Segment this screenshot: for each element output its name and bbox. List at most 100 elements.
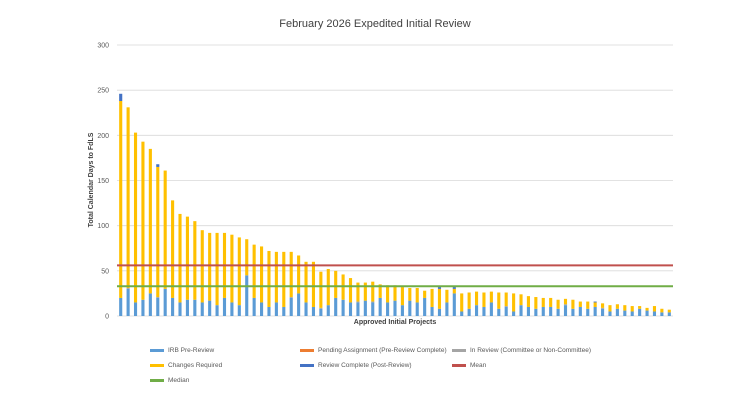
bar-segment: [512, 293, 516, 312]
bar-segment: [593, 306, 597, 316]
bar-segment: [356, 302, 360, 316]
bar-segment: [171, 297, 175, 316]
bar-segment: [237, 305, 241, 316]
bar-segment: [178, 213, 182, 303]
bar-segment: [645, 307, 649, 311]
bar-segment: [119, 297, 123, 316]
bar-segment: [119, 93, 123, 102]
bar-segment: [126, 288, 130, 289]
bar-segment: [371, 301, 375, 303]
bar-segment: [348, 278, 353, 303]
bar-segment: [237, 237, 241, 306]
bar-segment: [638, 306, 642, 309]
bar-segment: [667, 309, 671, 313]
bar-segment: [638, 308, 642, 316]
y-tick-label: 300: [97, 43, 109, 50]
bar-segment: [245, 239, 249, 276]
legend-label: Mean: [470, 362, 487, 369]
bar-segment: [497, 292, 501, 309]
bar-segment: [526, 306, 530, 316]
legend: IRB Pre-Review Pending Assignment (Pre-R…: [150, 347, 730, 391]
bar-segment: [371, 281, 375, 302]
legend-swatch: [452, 349, 466, 352]
bar-segment: [126, 288, 130, 316]
bar-segment: [593, 301, 597, 303]
legend-item-mean: Mean: [452, 362, 486, 369]
bar-segment: [652, 306, 657, 312]
bar-segment: [378, 284, 382, 298]
bar-segment: [571, 299, 575, 309]
reference-lines: [117, 264, 673, 288]
bar-segment: [556, 299, 560, 309]
bar-segment: [341, 299, 345, 316]
legend-swatch: [452, 364, 466, 367]
bar-segment: [393, 285, 397, 301]
y-tick-label: 200: [97, 133, 109, 140]
bar-segment: [215, 305, 219, 316]
bar-segment: [549, 306, 553, 316]
bar-segment: [319, 308, 323, 316]
bar-segment: [578, 301, 582, 307]
bar-segment: [133, 132, 138, 303]
bar-segment: [437, 288, 442, 309]
bar-segment: [630, 306, 634, 312]
legend-item-in-review: In Review (Committee or Non-Committee): [452, 347, 591, 354]
bar-segment: [423, 297, 427, 316]
bar-segment: [630, 311, 634, 316]
bar-segment: [408, 300, 412, 316]
bar-segment: [460, 311, 464, 316]
bar-segment: [519, 294, 523, 306]
bar-segment: [363, 282, 367, 301]
bar-segment: [289, 297, 293, 298]
bar-segment: [504, 306, 508, 316]
bar-segment: [586, 308, 590, 316]
bar-segment: [556, 308, 560, 316]
bar-segment: [163, 170, 167, 289]
bar-segment: [252, 244, 256, 298]
bar-segment: [474, 305, 479, 316]
bar-segment: [282, 306, 286, 316]
bar-segment: [274, 302, 278, 316]
bar-segment: [319, 271, 323, 308]
bar-segment: [289, 251, 293, 298]
chart-title: February 2026 Expedited Initial Review: [279, 18, 470, 30]
bar-segment: [608, 311, 612, 316]
bar-segment: [445, 289, 449, 303]
legend-swatch: [300, 364, 314, 367]
bar-segment: [623, 305, 627, 311]
bar-segment: [200, 302, 204, 316]
bar-segment: [445, 302, 449, 316]
bar-segment: [274, 251, 278, 303]
bar-segment: [319, 307, 323, 309]
bar-segment: [563, 298, 568, 305]
bar-segment: [519, 305, 523, 316]
bar-segment: [512, 311, 516, 316]
y-axis-title: Total Calendar Days to FdLS: [88, 132, 95, 227]
bar-segment: [526, 296, 530, 307]
bar-segment: [348, 302, 353, 316]
bar-segment: [148, 293, 152, 316]
bar-segment: [289, 297, 293, 316]
bar-segment: [452, 287, 456, 289]
bar-segment: [415, 302, 419, 316]
bar-segment: [489, 302, 493, 316]
bar-segment: [593, 302, 597, 307]
bar-segment: [571, 308, 575, 316]
bar-segment: [430, 306, 434, 316]
bar-segment: [623, 310, 627, 316]
bar-segment: [645, 310, 649, 316]
legend-swatch: [150, 349, 164, 352]
bar-segment: [267, 250, 271, 307]
bar-segment: [415, 288, 419, 303]
bar-segment: [252, 297, 256, 316]
bar-segment: [311, 306, 316, 316]
bar-segment: [141, 141, 145, 300]
bar-segment: [534, 308, 538, 316]
legend-item-changes-required: Changes Required: [150, 362, 222, 369]
bar-segment: [400, 287, 404, 306]
bar-segment: [185, 299, 189, 316]
bar-segment: [260, 302, 264, 316]
bar-segment: [208, 232, 212, 301]
bar-segment: [437, 287, 442, 289]
bar-segment: [119, 101, 123, 298]
